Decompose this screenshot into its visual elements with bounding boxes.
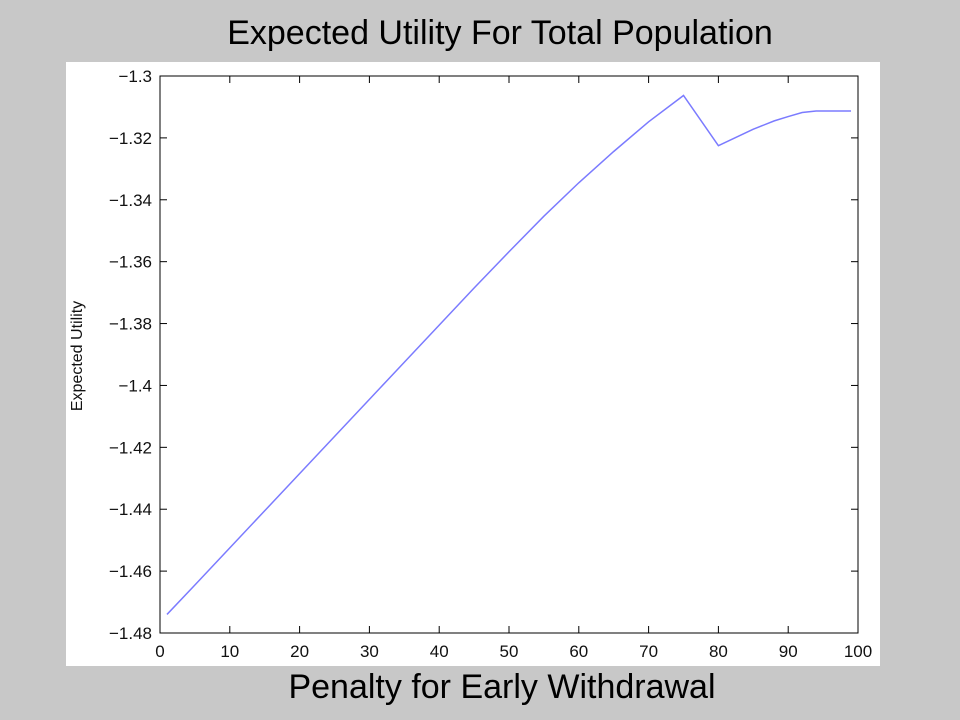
- axis-ticks: [159, 75, 859, 634]
- y-tick-labels: −1.3 −1.32 −1.34 −1.36 −1.38 −1.4 −1.42 −1.44 −1…: [109, 67, 152, 643]
- y-tick-label: −1.3: [118, 67, 152, 86]
- plot-area: [159, 75, 859, 634]
- x-tick-label: 20: [290, 642, 309, 661]
- x-tick-label: 50: [500, 642, 519, 661]
- y-tick-label: −1.34: [109, 191, 152, 210]
- x-tick-label: 0: [155, 642, 164, 661]
- y-tick-label: −1.48: [109, 624, 152, 643]
- y-tick-label: −1.44: [109, 500, 152, 519]
- y-tick-label: −1.46: [109, 562, 152, 581]
- y-axis-label: Expected Utility: [69, 301, 86, 411]
- series-group: [166, 94, 852, 615]
- figure-panel: 0 10 20 30 40 50 60 70 80 90 100 −1.3 −1.32 −1.34 −1.…: [66, 62, 880, 666]
- x-tick-label: 90: [779, 642, 798, 661]
- y-tick-label: −1.36: [109, 253, 152, 272]
- y-tick-label: −1.4: [118, 376, 152, 395]
- y-tick-label: −1.32: [109, 129, 152, 148]
- y-tick-label: −1.42: [109, 438, 152, 457]
- x-tick-label: 70: [639, 642, 658, 661]
- y-tick-label: −1.38: [109, 315, 152, 334]
- x-tick-label: 30: [360, 642, 379, 661]
- series-line: [166, 94, 852, 615]
- slide-x-label: Penalty for Early Withdrawal: [288, 668, 716, 706]
- x-tick-label: 60: [569, 642, 588, 661]
- slide-title: Expected Utility For Total Population: [227, 14, 773, 52]
- x-tick-labels: 0 10 20 30 40 50 60 70 80 90 100: [155, 642, 872, 661]
- x-tick-label: 40: [430, 642, 449, 661]
- x-tick-label: 100: [844, 642, 872, 661]
- x-tick-label: 10: [220, 642, 239, 661]
- line-chart: 0 10 20 30 40 50 60 70 80 90 100 −1.3−1.32−1.34−1.…: [69, 67, 872, 661]
- x-tick-label: 80: [709, 642, 728, 661]
